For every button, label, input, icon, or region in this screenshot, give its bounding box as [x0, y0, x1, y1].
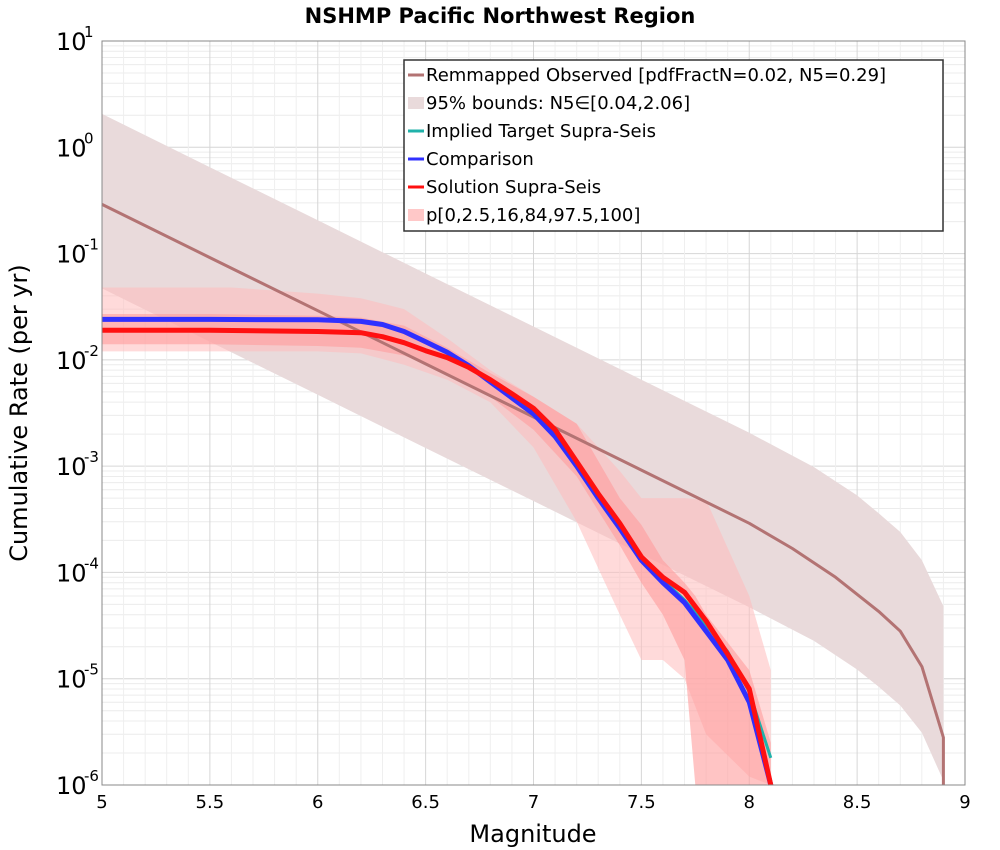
- y-tick-base: 10: [56, 28, 87, 56]
- series-lines: [101, 203, 945, 786]
- y-tick: 10-4: [56, 554, 99, 587]
- legend-item: Solution Supra-Seis: [408, 177, 601, 198]
- y-tick: 10-3: [56, 448, 99, 481]
- y-tick-base: 10: [56, 666, 87, 694]
- y-tick: 10-2: [56, 342, 99, 375]
- y-tick-base: 10: [56, 559, 87, 587]
- x-axis-ticks: 5 5.5 6 6.5 7 7.5 8 8.5 9: [96, 792, 970, 813]
- x-axis-label: Magnitude: [469, 820, 596, 848]
- y-tick-base: 10: [56, 347, 87, 375]
- y-tick-exponent: -1: [84, 236, 99, 254]
- legend-label: 95% bounds: N5∈[0.04,2.06]: [426, 93, 690, 114]
- y-tick: 10-5: [56, 661, 99, 694]
- y-tick: 10-1: [56, 236, 99, 269]
- y-tick: 10-6: [56, 767, 99, 800]
- x-tick-label: 7.5: [627, 792, 656, 813]
- y-tick-exponent: 0: [84, 129, 94, 147]
- x-tick-label: 9: [959, 792, 970, 813]
- legend: Remmapped Observed [pdfFractN=0.02, N5=0…: [403, 59, 944, 232]
- series-line-2: [102, 316, 774, 786]
- legend-item: Implied Target Supra-Seis: [408, 121, 656, 142]
- y-tick-exponent: -3: [84, 448, 99, 466]
- legend-label: p[0,2.5,16,84,97.5,100]: [426, 205, 640, 226]
- y-tick: 101: [56, 23, 94, 56]
- plot-frame: [101, 40, 966, 786]
- y-tick-base: 10: [56, 453, 87, 481]
- legend-label: Implied Target Supra-Seis: [426, 121, 656, 142]
- x-tick-label: 5.5: [196, 792, 225, 813]
- legend-label: Solution Supra-Seis: [426, 177, 601, 198]
- y-tick-exponent: -5: [84, 661, 99, 679]
- y-tick-exponent: -2: [84, 342, 99, 360]
- legend-label: Comparison: [426, 149, 534, 170]
- y-axis-label: Cumulative Rate (per yr): [5, 264, 33, 562]
- y-tick-exponent: -4: [84, 554, 99, 572]
- y-tick-base: 10: [56, 134, 87, 162]
- y-tick-exponent: 1: [84, 23, 94, 41]
- x-tick-label: 6: [312, 792, 323, 813]
- y-tick-base: 10: [56, 772, 87, 800]
- legend-swatch-fill: [408, 209, 424, 221]
- x-tick-label: 7: [528, 792, 539, 813]
- x-tick-label: 8: [744, 792, 755, 813]
- legend-swatch-fill: [408, 97, 424, 109]
- legend-item: p[0,2.5,16,84,97.5,100]: [408, 205, 640, 226]
- x-tick-label: 8.5: [843, 792, 872, 813]
- series-line-3: [102, 327, 774, 786]
- y-tick: 100: [56, 129, 94, 162]
- band-0: [102, 113, 944, 785]
- legend-box: [403, 59, 944, 232]
- y-tick-base: 10: [56, 241, 87, 269]
- legend-item: 95% bounds: N5∈[0.04,2.06]: [408, 93, 690, 114]
- legend-label: Remmapped Observed [pdfFractN=0.02, N5=0…: [426, 65, 886, 86]
- legend-item: Comparison: [408, 149, 534, 170]
- y-tick-exponent: -6: [84, 767, 99, 785]
- legend-item: Remmapped Observed [pdfFractN=0.02, N5=0…: [408, 65, 886, 86]
- x-tick-label: 6.5: [411, 792, 440, 813]
- chart-title: NSHMP Pacific Northwest Region: [305, 4, 696, 28]
- x-tick-label: 5: [96, 792, 107, 813]
